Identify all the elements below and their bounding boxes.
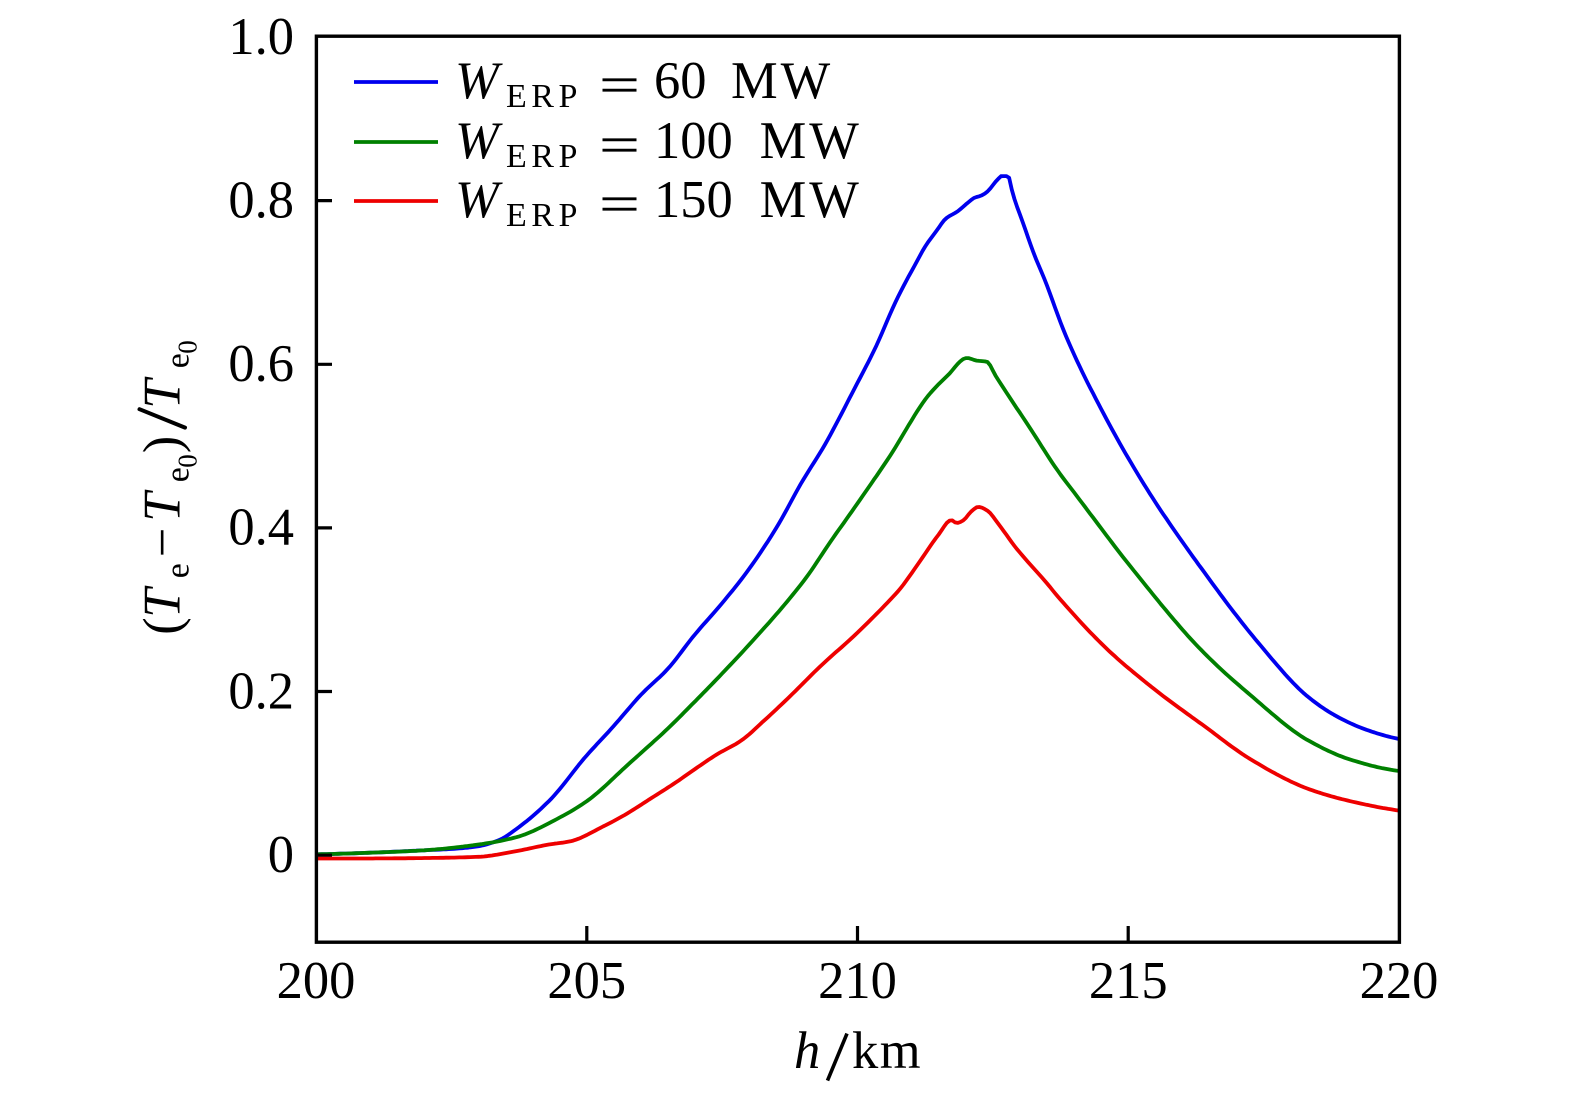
- svg-text:MW: MW: [731, 52, 833, 110]
- svg-text:W: W: [455, 52, 503, 110]
- svg-text:T: T: [133, 489, 191, 522]
- svg-text:MW: MW: [760, 171, 862, 229]
- svg-text:e: e: [159, 563, 196, 578]
- svg-text:0: 0: [172, 454, 202, 468]
- svg-text:T: T: [133, 585, 191, 618]
- svg-text:60: 60: [654, 52, 707, 110]
- svg-text:205: 205: [547, 952, 626, 1010]
- svg-text:e: e: [159, 467, 196, 482]
- svg-text:200: 200: [277, 952, 356, 1010]
- svg-text:e: e: [159, 353, 196, 368]
- svg-text:ERP: ERP: [506, 138, 582, 175]
- svg-text:215: 215: [1089, 952, 1168, 1010]
- svg-text:MW: MW: [760, 112, 862, 170]
- svg-text:): ): [133, 436, 191, 453]
- svg-text:100: 100: [654, 112, 733, 170]
- svg-text:0.6: 0.6: [228, 335, 294, 393]
- svg-text:(: (: [133, 617, 191, 634]
- svg-text:km: km: [852, 1022, 922, 1080]
- svg-text:0: 0: [172, 340, 202, 354]
- svg-text:W: W: [455, 112, 503, 170]
- svg-text:0.8: 0.8: [228, 171, 294, 229]
- svg-text:1.0: 1.0: [228, 8, 294, 66]
- svg-text:210: 210: [818, 952, 897, 1010]
- svg-text:ERP: ERP: [506, 78, 582, 115]
- svg-text:0: 0: [268, 826, 294, 884]
- svg-text:0.4: 0.4: [228, 499, 294, 557]
- svg-text:220: 220: [1360, 952, 1439, 1010]
- svg-text:ERP: ERP: [506, 197, 582, 234]
- svg-text:0.2: 0.2: [228, 662, 294, 720]
- svg-text:T: T: [133, 376, 191, 409]
- svg-text:h: h: [794, 1022, 820, 1080]
- svg-text:W: W: [455, 171, 503, 229]
- svg-text:150: 150: [654, 171, 733, 229]
- svg-text:−: −: [133, 528, 191, 558]
